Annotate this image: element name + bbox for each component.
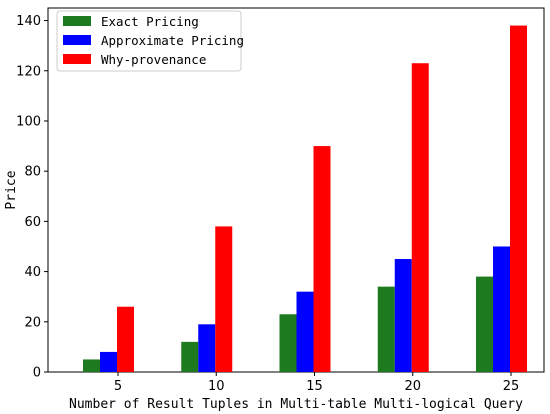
legend-swatch-approximate-pricing xyxy=(63,35,91,45)
x-tick-label-15: 15 xyxy=(306,379,323,394)
y-tick-label-100: 100 xyxy=(16,114,41,129)
y-tick-label-140: 140 xyxy=(16,14,41,29)
bar-why-provenance-15 xyxy=(313,146,331,372)
legend-swatch-why-provenance xyxy=(63,54,91,64)
y-tick-label-60: 60 xyxy=(24,215,41,230)
x-tick-label-5: 5 xyxy=(114,379,122,394)
bar-approximate-pricing-25 xyxy=(493,246,510,372)
bar-exact-pricing-5 xyxy=(83,359,100,372)
y-axis-label: Price xyxy=(4,170,19,209)
y-tick-label-40: 40 xyxy=(24,265,41,280)
x-axis-label: Number of Result Tuples in Multi-table M… xyxy=(69,397,523,412)
bar-approximate-pricing-5 xyxy=(100,351,117,372)
legend: Exact Pricing Approximate Pricing Why-prov… xyxy=(56,10,244,72)
bar-why-provenance-25 xyxy=(510,25,527,372)
bar-approximate-pricing-15 xyxy=(296,291,314,372)
y-tick-label-0: 0 xyxy=(33,366,41,381)
bar-exact-pricing-25 xyxy=(476,276,493,372)
legend-frame xyxy=(56,10,242,72)
x-tick-label-20: 20 xyxy=(404,379,421,394)
bar-why-provenance-20 xyxy=(411,63,429,372)
x-tick-label-25: 25 xyxy=(503,379,520,394)
x-tick-label-10: 10 xyxy=(208,379,225,394)
y-axis: 0 20 40 60 80 100 120 140 xyxy=(16,14,48,381)
y-tick-label-120: 120 xyxy=(16,64,41,79)
legend-label-approximate-pricing: Approximate Pricing xyxy=(101,33,244,48)
bar-exact-pricing-10 xyxy=(181,341,199,372)
y-tick-label-80: 80 xyxy=(24,165,41,180)
bar-why-provenance-5 xyxy=(117,306,134,372)
y-tick-label-20: 20 xyxy=(24,315,41,330)
x-axis: 5 10 15 20 25 xyxy=(114,372,519,394)
legend-label-exact-pricing: Exact Pricing xyxy=(101,14,199,29)
bars-group xyxy=(83,25,527,372)
bar-approximate-pricing-10 xyxy=(198,324,216,372)
bar-approximate-pricing-20 xyxy=(394,259,412,372)
bar-why-provenance-10 xyxy=(215,226,233,372)
bar-exact-pricing-15 xyxy=(279,314,297,372)
legend-label-why-provenance: Why-provenance xyxy=(101,52,206,67)
legend-swatch-exact-pricing xyxy=(63,16,91,26)
bar-exact-pricing-20 xyxy=(377,286,395,372)
